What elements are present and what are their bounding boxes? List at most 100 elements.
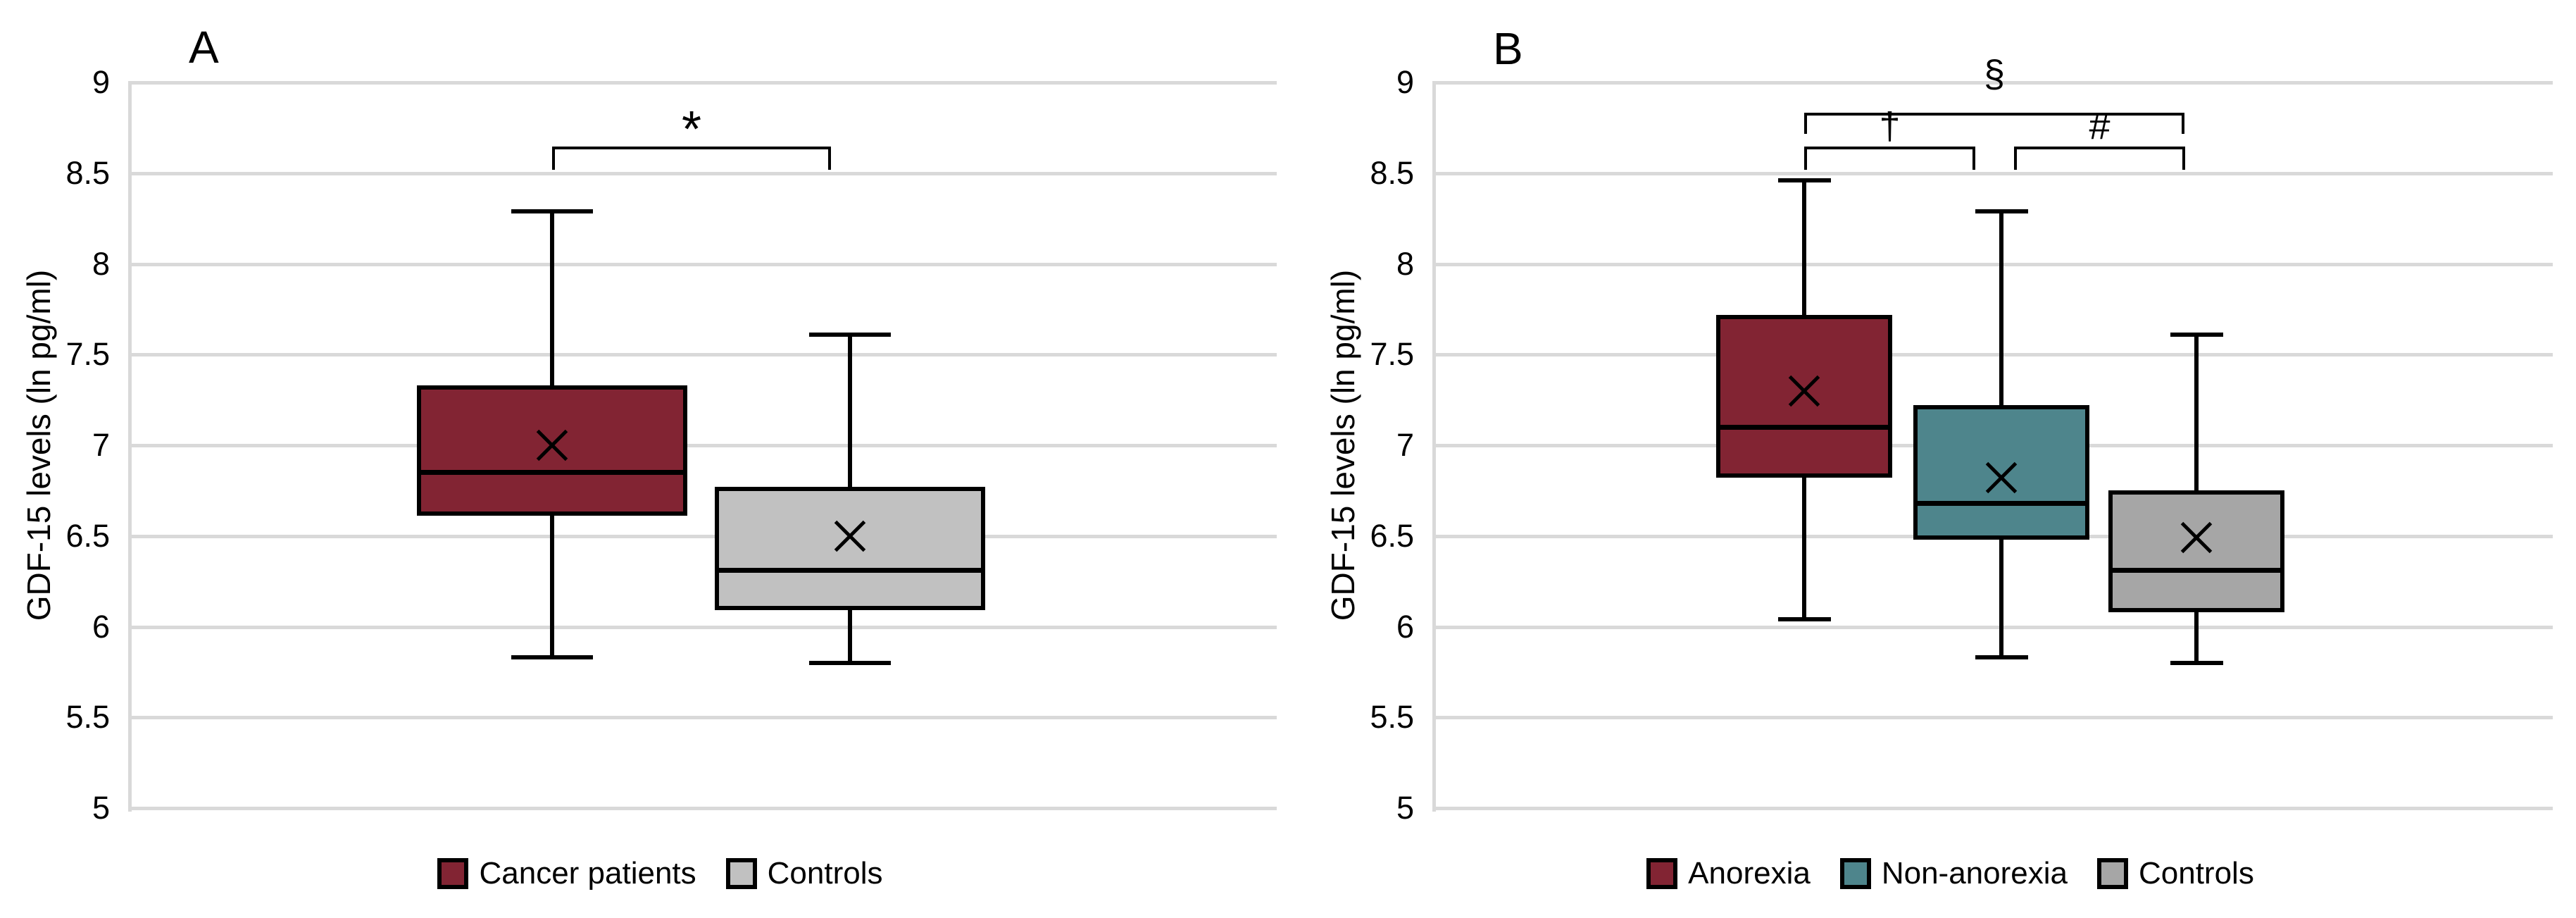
panel-a-ytick-8: 8 bbox=[92, 245, 110, 282]
panel-b-gridline-8 bbox=[1435, 262, 2553, 266]
panel-b-gridline-8.5 bbox=[1435, 171, 2553, 175]
panel-b-legend: Anorexia Non-anorexia Controls bbox=[1392, 854, 2509, 893]
panel-b-gridline-7.5 bbox=[1435, 353, 2553, 357]
panel-a-gridline-8.5 bbox=[131, 171, 1277, 175]
sig-b-anorexia-controls-line bbox=[1804, 113, 2184, 116]
mean-marker-anorexia bbox=[1788, 375, 1820, 407]
panel-b-gridline-6 bbox=[1435, 625, 2553, 629]
mean-marker-cancer-patients bbox=[536, 429, 568, 461]
panel-a-gridline-6 bbox=[131, 625, 1277, 629]
whisker-cap-upper-anorexia bbox=[1777, 178, 1831, 183]
median-line-non-anorexia bbox=[1913, 500, 2089, 506]
panel-b-label: B bbox=[1493, 23, 1523, 74]
panel-a-gridline-6.5 bbox=[131, 534, 1277, 538]
legend-item-controls: Controls bbox=[2096, 856, 2254, 891]
legend-swatch-anorexia bbox=[1646, 858, 1678, 889]
panel-b-ytick-9: 9 bbox=[1396, 64, 1414, 100]
box-anorexia bbox=[1716, 314, 1892, 478]
mean-marker-non-anorexia bbox=[1985, 461, 2018, 494]
panel-a-ytick-7.5: 7.5 bbox=[65, 336, 110, 373]
panel-a-ytick-6.5: 6.5 bbox=[65, 517, 110, 554]
sig-b-anorexia-non-anorexia-line bbox=[1804, 147, 1975, 149]
panel-b-ytick-8: 8 bbox=[1396, 245, 1414, 282]
panel-a-ytick-5: 5 bbox=[92, 790, 110, 826]
whisker-cap-upper-controls bbox=[2170, 332, 2223, 337]
whisker-cap-lower-controls bbox=[2170, 661, 2223, 665]
legend-item-cancer-patients: Cancer patients bbox=[437, 856, 696, 891]
panel-b-y-axis-title: GDF-15 levels (ln pg/ml) bbox=[1325, 269, 1361, 621]
panel-b-ytick-6.5: 6.5 bbox=[1370, 517, 1414, 554]
sig-b-anorexia-non-anorexia-tick-left bbox=[1804, 147, 1807, 170]
sig-b-non-anorexia-controls-line bbox=[2014, 147, 2185, 149]
box-controls bbox=[2108, 490, 2284, 612]
sig-a-cancer-patients-controls-tick-right bbox=[828, 147, 831, 170]
panel-a-label: A bbox=[189, 22, 219, 73]
whisker-upper-non-anorexia bbox=[1999, 211, 2003, 406]
whisker-upper-cancer-patients bbox=[550, 211, 554, 385]
panel-b-y-axis-line bbox=[1432, 81, 1436, 812]
legend-item-controls: Controls bbox=[725, 856, 883, 891]
sig-a-cancer-patients-controls-symbol: * bbox=[681, 101, 702, 158]
panel-a-gridline-7.5 bbox=[131, 353, 1277, 357]
panel-a-y-axis-title: GDF-15 levels (ln pg/ml) bbox=[20, 269, 57, 621]
sig-a-cancer-patients-controls-line bbox=[552, 147, 831, 149]
whisker-cap-upper-controls bbox=[809, 332, 891, 337]
panel-a-legend: Cancer patients Controls bbox=[87, 854, 1233, 893]
whisker-cap-upper-cancer-patients bbox=[511, 209, 593, 213]
legend-label-non-anorexia: Non-anorexia bbox=[1881, 856, 2068, 891]
whisker-cap-lower-anorexia bbox=[1777, 617, 1831, 622]
mean-marker-controls bbox=[2180, 521, 2213, 554]
legend-item-anorexia: Anorexia bbox=[1646, 856, 1811, 891]
panel-a-gridline-5.5 bbox=[131, 716, 1277, 720]
median-line-controls bbox=[2108, 568, 2284, 573]
whisker-cap-lower-non-anorexia bbox=[1975, 655, 2028, 660]
whisker-upper-controls bbox=[2194, 334, 2199, 491]
legend-label-controls: Controls bbox=[2138, 856, 2254, 891]
whisker-upper-anorexia bbox=[1802, 180, 1806, 315]
panel-a-ytick-6: 6 bbox=[92, 608, 110, 645]
legend-label-cancer-patients: Cancer patients bbox=[479, 856, 696, 891]
panel-a-ytick-5.5: 5.5 bbox=[65, 699, 110, 736]
median-line-controls bbox=[715, 568, 985, 573]
sig-b-non-anorexia-controls-tick-right bbox=[2182, 147, 2185, 170]
whisker-lower-controls bbox=[2194, 612, 2199, 663]
whisker-cap-upper-non-anorexia bbox=[1975, 209, 2028, 213]
legend-swatch-cancer-patients bbox=[437, 858, 469, 889]
sig-a-cancer-patients-controls-tick-left bbox=[552, 147, 555, 170]
legend-swatch-controls bbox=[2096, 858, 2128, 889]
panel-a-y-axis-line bbox=[128, 81, 132, 812]
sig-b-anorexia-controls-tick-right bbox=[2182, 113, 2184, 134]
mean-marker-controls bbox=[834, 520, 866, 552]
panel-b-gridline-5.5 bbox=[1435, 716, 2553, 720]
panel-b-gridline-9 bbox=[1435, 81, 2553, 85]
panel-b-ytick-8.5: 8.5 bbox=[1370, 154, 1414, 191]
legend-swatch-non-anorexia bbox=[1839, 858, 1871, 889]
legend-swatch-controls bbox=[725, 858, 757, 889]
panel-a-gridline-7 bbox=[131, 444, 1277, 447]
panel-b-ytick-6: 6 bbox=[1396, 608, 1414, 645]
sig-b-anorexia-controls-tick-left bbox=[1804, 113, 1807, 134]
whisker-lower-non-anorexia bbox=[1999, 539, 2003, 658]
whisker-cap-lower-controls bbox=[809, 661, 891, 665]
legend-item-non-anorexia: Non-anorexia bbox=[1839, 856, 2068, 891]
panel-b-gridline-5 bbox=[1435, 807, 2553, 810]
whisker-lower-anorexia bbox=[1802, 478, 1806, 620]
panel-a-ytick-9: 9 bbox=[92, 64, 110, 100]
median-line-cancer-patients bbox=[417, 470, 687, 476]
sig-b-anorexia-non-anorexia-tick-right bbox=[1972, 147, 1975, 170]
sig-b-non-anorexia-controls-tick-left bbox=[2014, 147, 2017, 170]
panel-b-ytick-7: 7 bbox=[1396, 427, 1414, 463]
panel-a-gridline-8 bbox=[131, 262, 1277, 266]
panel-a-ytick-8.5: 8.5 bbox=[65, 154, 110, 191]
panel-b-ytick-5.5: 5.5 bbox=[1370, 699, 1414, 736]
whisker-lower-cancer-patients bbox=[550, 516, 554, 658]
panel-a-gridline-9 bbox=[131, 81, 1277, 85]
sig-b-anorexia-controls-symbol: § bbox=[1983, 53, 2006, 95]
panel-a-gridline-5 bbox=[131, 807, 1277, 810]
panel-a-ytick-7: 7 bbox=[92, 427, 110, 463]
whisker-lower-controls bbox=[848, 610, 852, 663]
median-line-anorexia bbox=[1716, 424, 1892, 430]
whisker-upper-controls bbox=[848, 334, 852, 488]
panel-b-ytick-7.5: 7.5 bbox=[1370, 336, 1414, 373]
